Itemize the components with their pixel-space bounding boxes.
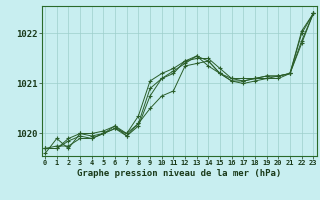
X-axis label: Graphe pression niveau de la mer (hPa): Graphe pression niveau de la mer (hPa) bbox=[77, 169, 281, 178]
